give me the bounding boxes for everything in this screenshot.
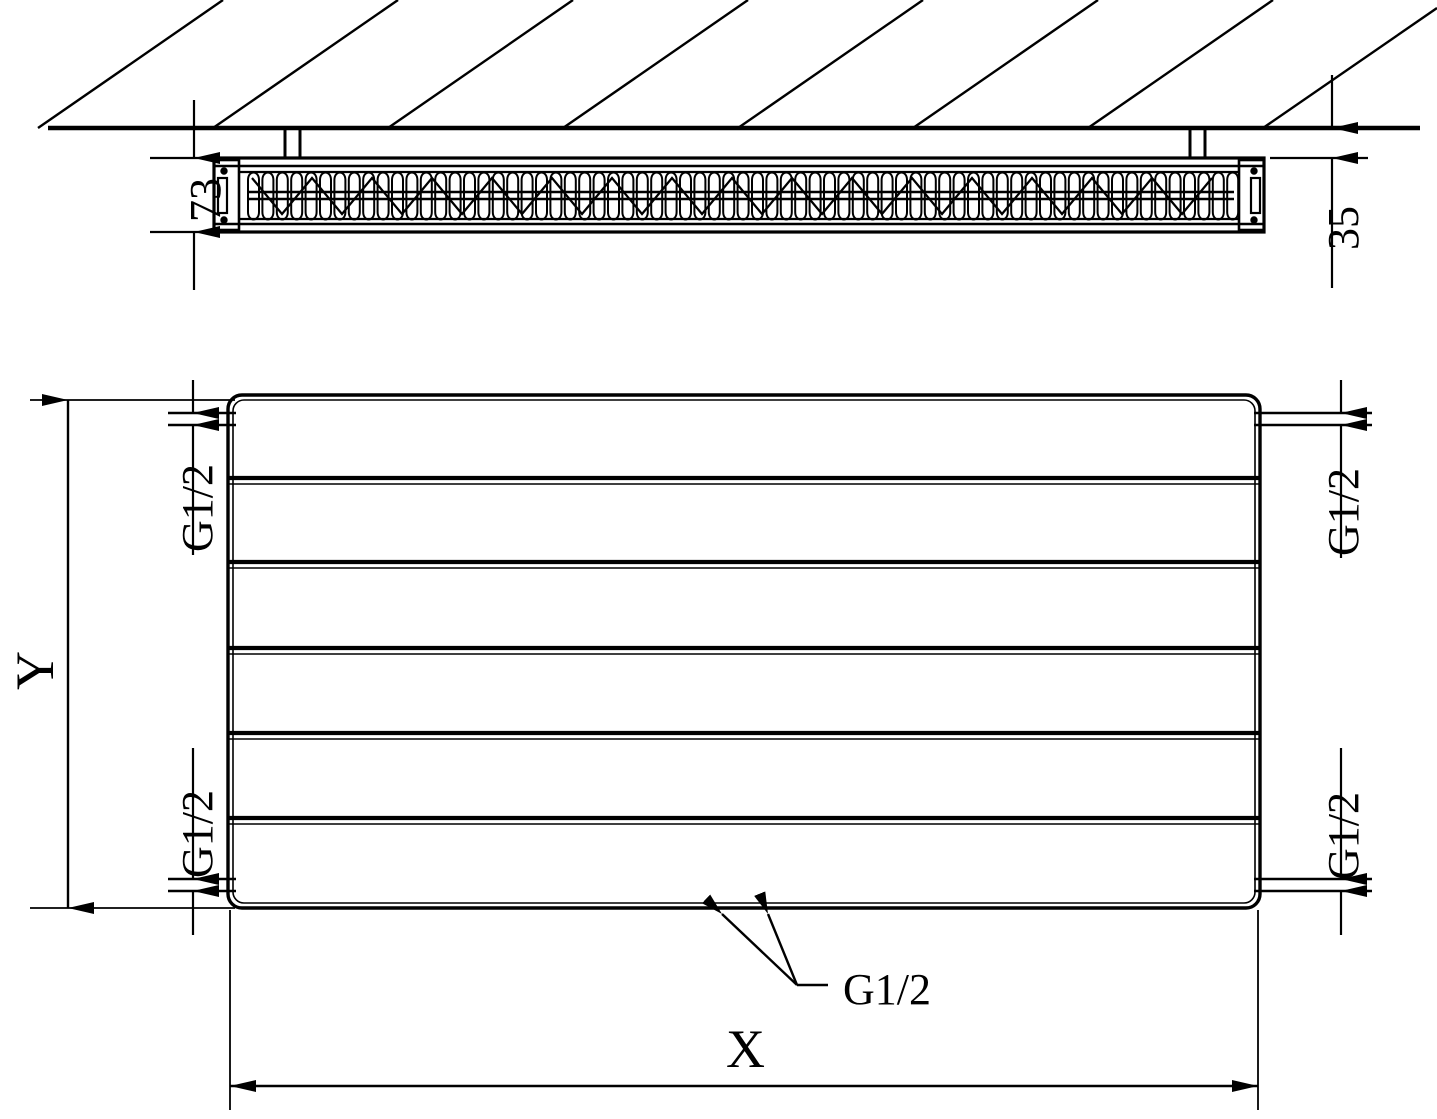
radiator-front-panel-inner	[232, 399, 1256, 904]
dimension-X	[229, 910, 1259, 1110]
g12-leader-callout	[701, 891, 828, 987]
dimension-73	[150, 100, 260, 290]
radiator-front-panel	[226, 393, 1262, 910]
g12-label-bottom-left: G1/2	[173, 790, 222, 878]
dimension-Y	[30, 394, 235, 914]
dimension-label-depth: 73	[181, 178, 230, 222]
dimension-label-height: Y	[5, 651, 65, 690]
top-section-view	[37, 0, 1437, 290]
radiator-left-endcap	[212, 158, 241, 232]
dimension-label-width: X	[726, 1019, 765, 1079]
convector-fin-pattern	[247, 171, 1240, 221]
connection-stub-bottom-left	[168, 877, 236, 893]
wall-bracket-left	[283, 128, 302, 158]
connection-stub-top-right	[1254, 411, 1372, 427]
wall-bracket-right	[1188, 128, 1207, 158]
wall-hatch-lines	[37, 0, 1437, 129]
g12-label-bottom-center: G1/2	[843, 965, 931, 1014]
connection-stub-top-left	[168, 411, 236, 427]
g12-label-top-left: G1/2	[173, 464, 222, 552]
dimension-label-wall-gap: 35	[1319, 206, 1368, 250]
dimension-35	[1270, 75, 1368, 288]
panel-divider-lines	[228, 475, 1260, 825]
front-elevation-view	[30, 380, 1372, 1110]
g12-label-top-right: G1/2	[1319, 468, 1368, 556]
g12-label-bottom-right: G1/2	[1319, 792, 1368, 880]
radiator-right-endcap	[1237, 158, 1266, 232]
connection-stub-bottom-right	[1254, 877, 1372, 893]
